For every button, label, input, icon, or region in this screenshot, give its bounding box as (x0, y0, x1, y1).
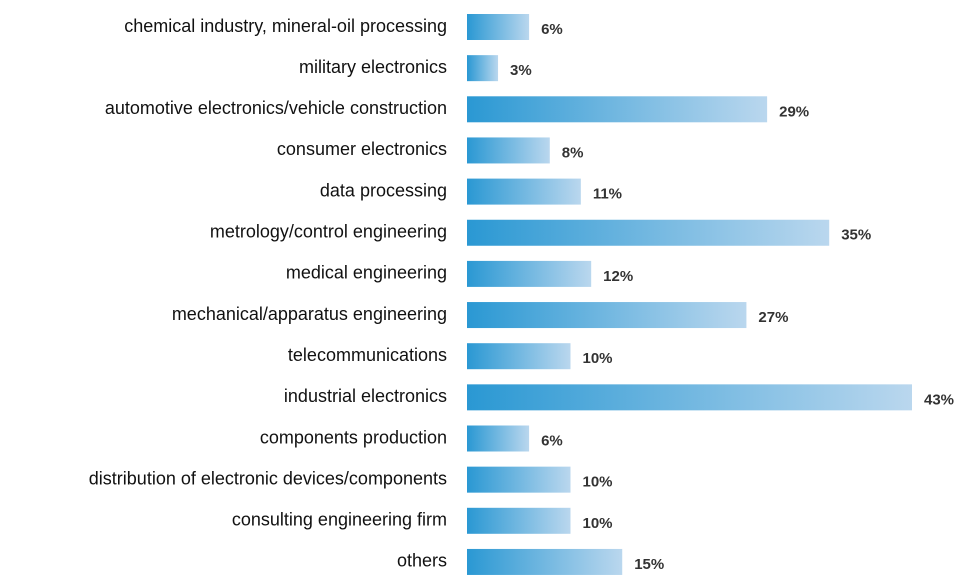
category-label: components production (260, 427, 447, 447)
bar (467, 219, 830, 246)
value-label: 27% (758, 309, 788, 326)
category-label: data processing (320, 180, 447, 200)
value-label: 35% (841, 227, 871, 244)
value-label: 10% (582, 350, 612, 367)
category-label: medical engineering (286, 263, 447, 283)
category-label: telecommunications (288, 345, 447, 365)
bar (467, 548, 623, 575)
bar (467, 384, 912, 411)
value-label: 11% (593, 186, 622, 203)
value-label: 8% (562, 144, 584, 161)
category-label: distribution of electronic devices/compo… (89, 468, 447, 488)
value-label: 12% (603, 268, 633, 285)
bar (467, 425, 530, 452)
bar (467, 137, 550, 164)
value-label: 43% (924, 391, 954, 408)
bar (467, 343, 571, 370)
category-label: military electronics (299, 57, 447, 77)
value-label: 10% (582, 515, 612, 532)
value-label: 6% (541, 432, 563, 449)
category-label: metrology/control engineering (210, 222, 447, 242)
value-label: 10% (582, 474, 612, 491)
bar (467, 260, 592, 287)
category-label: mechanical/apparatus engineering (172, 304, 447, 324)
value-label: 6% (541, 21, 563, 38)
value-label: 3% (510, 62, 532, 79)
bar (467, 302, 747, 329)
category-label: automotive electronics/vehicle construct… (105, 98, 447, 118)
category-label: chemical industry, mineral-oil processin… (124, 16, 447, 36)
bar (467, 178, 581, 205)
bar (467, 96, 768, 123)
category-label: industrial electronics (284, 386, 447, 406)
bar (467, 507, 571, 534)
category-label: consulting engineering firm (232, 510, 447, 530)
bar (467, 466, 571, 493)
value-label: 15% (634, 556, 664, 573)
bar (467, 55, 499, 82)
category-label: consumer electronics (277, 139, 447, 159)
bar (467, 14, 530, 40)
value-label: 29% (779, 103, 809, 120)
category-label: others (397, 551, 447, 571)
